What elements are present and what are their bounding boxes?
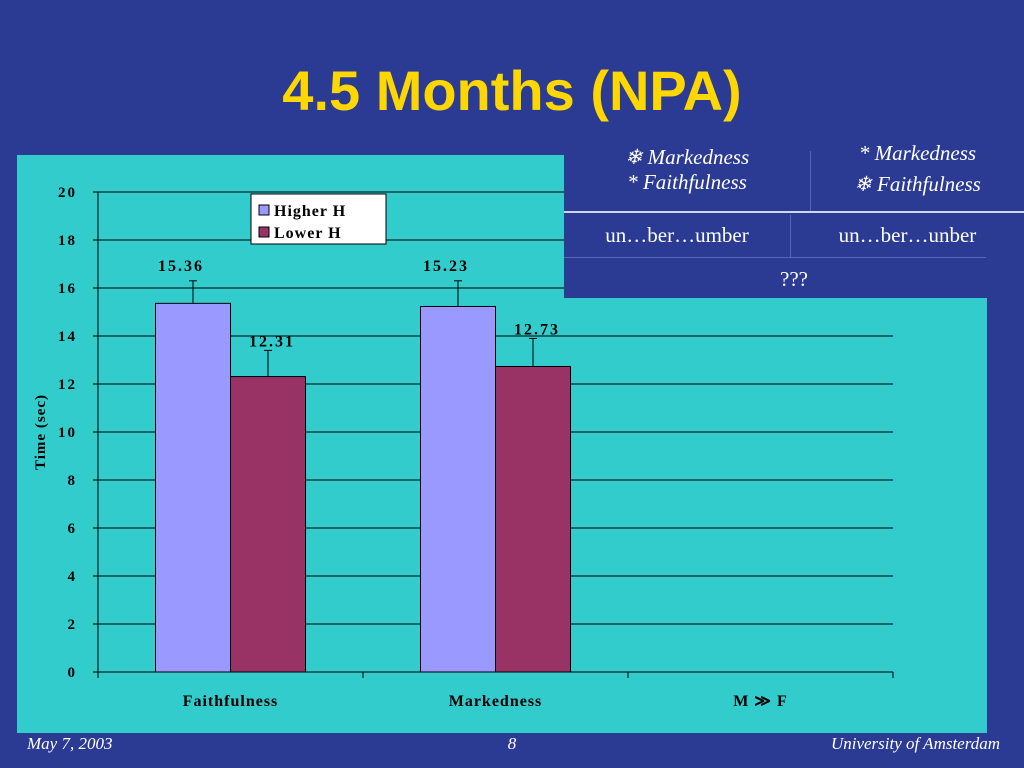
y-axis-title: Time (sec) — [33, 394, 49, 470]
y-tick-label: 16 — [58, 281, 77, 297]
table-header-rule — [564, 211, 1024, 213]
x-category-label: Faithfulness — [183, 693, 279, 710]
y-tick-label: 8 — [68, 473, 78, 489]
data-label: 12.31 — [249, 333, 295, 350]
footer-page-number: 8 — [507, 734, 517, 753]
y-tick-label: 12 — [58, 377, 77, 393]
legend-box — [250, 193, 387, 245]
x-category-label: Markedness — [449, 693, 543, 710]
legend-label: Lower H — [274, 225, 342, 242]
y-tick-label: 14 — [58, 329, 77, 345]
y-tick-label: 18 — [58, 233, 77, 249]
y-tick-label: 10 — [58, 425, 77, 441]
footer-organization: University of Amsterdam — [830, 734, 1000, 753]
bar — [230, 376, 306, 673]
table-row-rule — [564, 257, 986, 258]
table-header-col2-line1: * Markedness — [858, 141, 977, 165]
slide-title: 4.5 Months (NPA) — [282, 59, 742, 122]
data-label: 15.23 — [423, 258, 469, 275]
legend-swatch — [258, 226, 270, 238]
data-label: 12.73 — [514, 321, 560, 338]
y-tick-label: 6 — [68, 521, 78, 537]
table-cell-pattern-2: un…ber…unber — [838, 223, 977, 247]
table-header-col1: ❄ Markedness * Faithfulness — [564, 145, 810, 195]
table-divider — [810, 151, 811, 211]
y-tick-label: 4 — [68, 569, 78, 585]
footer-date: May 7, 2003 — [27, 734, 113, 753]
bar — [495, 365, 571, 673]
legend-label: Higher H — [274, 203, 346, 220]
table-header-col2-line2: ❄ Faithfulness — [854, 172, 981, 196]
table-divider — [790, 215, 791, 257]
table-cell-pattern-1: un…ber…umber — [605, 223, 749, 247]
data-label: 15.36 — [158, 258, 204, 275]
x-category-label: M ≫ F — [733, 693, 788, 710]
bar-chart: 0 2 4 6 8 10 12 14 16 18 20 Time (sec) Faithfulness M… — [33, 185, 894, 710]
bar — [155, 302, 231, 673]
bar — [420, 305, 496, 673]
constraint-table: ❄ Markedness * Faithfulness * Markedness… — [564, 141, 1024, 298]
table-header-col1-line1: ❄ Markedness — [624, 145, 750, 169]
y-tick-label: 20 — [58, 185, 77, 201]
y-tick-label: 2 — [68, 617, 78, 633]
y-tick-label: 0 — [68, 665, 78, 681]
table-cell-unknown: ??? — [780, 267, 808, 291]
table-header-col2: * Markedness ❄ Faithfulness — [811, 141, 1024, 197]
table-header-col1-line2: * Faithfulness — [627, 170, 747, 194]
legend-swatch — [258, 204, 270, 216]
